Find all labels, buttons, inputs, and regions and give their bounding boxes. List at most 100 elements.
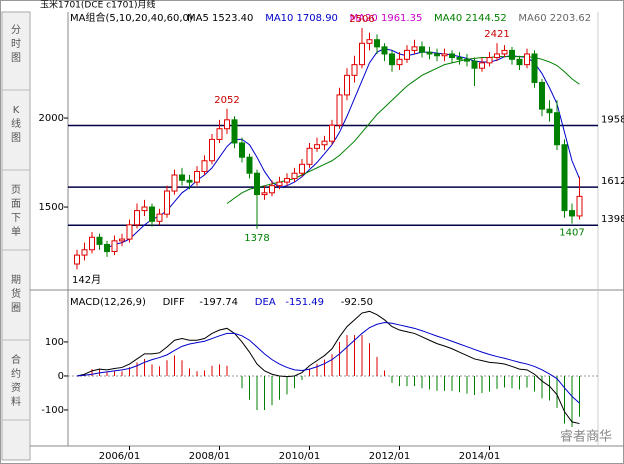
candle-body: [194, 170, 200, 183]
support-label: 1612: [601, 176, 624, 187]
candle-body: [351, 64, 358, 76]
y-tick-label: 1500: [39, 202, 64, 213]
candle-body: [359, 42, 365, 66]
ma-line: [106, 48, 580, 249]
header: 玉米1701(DCE c1701)月线: [40, 0, 156, 11]
candle-body: [464, 58, 470, 62]
x-tick-label: 2008/01: [189, 451, 231, 462]
candle-body: [389, 53, 395, 66]
candle-body: [576, 195, 583, 217]
candle-body: [404, 49, 410, 60]
macd-legend: -92.50: [341, 297, 373, 308]
extreme-label: 1378: [244, 233, 269, 244]
candle-body: [171, 174, 178, 192]
candle-body: [119, 238, 125, 242]
start-label: 142月: [72, 274, 101, 286]
tab[interactable]: 期货圈: [11, 274, 21, 314]
macd-legend: DIFF: [163, 297, 185, 308]
candle-body: [216, 128, 223, 140]
candle-body: [141, 206, 148, 212]
y2-tick-label: 100: [45, 337, 64, 348]
candle-body: [126, 224, 133, 240]
candle-body: [224, 119, 230, 130]
extreme-label: 2506: [349, 14, 374, 25]
candle-body: [306, 147, 313, 165]
macd-legend: -197.74: [199, 297, 238, 308]
candle-body: [494, 53, 500, 59]
y2-tick-label: -100: [41, 405, 64, 416]
candle-body: [209, 138, 215, 162]
candle-body: [231, 119, 238, 144]
candle-body: [134, 210, 140, 226]
candle-body: [89, 236, 95, 251]
tab[interactable]: 合约资料: [11, 353, 21, 408]
watermark: 睿者商华: [560, 430, 612, 445]
candle-body: [104, 243, 110, 253]
candle-body: [344, 74, 350, 96]
candle-body: [486, 57, 493, 64]
candle-body: [291, 172, 298, 180]
candle-body: [336, 94, 343, 126]
tab-bar: [1, 11, 31, 461]
support-label: 1398: [601, 214, 624, 225]
diff-line: [76, 310, 580, 425]
candle-body: [329, 124, 335, 142]
tab[interactable]: K 线图: [11, 105, 21, 144]
ma-legend: MA40 2144.52: [434, 13, 507, 24]
candle-body: [239, 142, 245, 158]
candle-body: [531, 53, 538, 83]
candle-body: [539, 81, 545, 110]
support-label: 1958: [601, 115, 624, 126]
candle-body: [269, 185, 275, 194]
ma-legend: MA60 2203.62: [518, 13, 591, 24]
candle-body: [284, 178, 290, 183]
ma-legend: MA10 1708.90: [265, 13, 338, 24]
candle-body: [509, 49, 515, 60]
macd-legend: -151.49: [285, 297, 324, 308]
candle-body: [501, 49, 508, 55]
tab[interactable]: 分时图: [11, 24, 21, 64]
ma-legend: MA20 1961.35: [350, 13, 423, 24]
candle-body: [81, 249, 88, 256]
candle-body: [276, 181, 283, 187]
candle-body: [479, 62, 485, 69]
candle-body: [246, 156, 253, 174]
candle-body: [374, 39, 380, 48]
candle-body: [299, 163, 305, 174]
candle-body: [449, 53, 455, 59]
candle-body: [524, 53, 530, 66]
candle-body: [471, 60, 478, 69]
tab[interactable]: 页面下单: [11, 184, 21, 238]
dea-line: [76, 322, 580, 404]
x-tick-label: 2012/01: [369, 451, 411, 462]
candle-body: [554, 112, 560, 146]
extreme-label: 2421: [484, 29, 509, 40]
candle-body: [314, 144, 320, 149]
candle-body: [321, 140, 328, 146]
candle-body: [441, 53, 448, 57]
candle-body: [426, 51, 433, 55]
x-tick-label: 2010/01: [279, 451, 321, 462]
candle-body: [254, 172, 260, 196]
extreme-label: 1407: [559, 228, 584, 239]
candle-body: [179, 174, 185, 181]
x-tick-label: 2014/01: [459, 451, 501, 462]
candle-body: [546, 108, 553, 114]
candle-body: [156, 213, 163, 222]
candle-body: [411, 46, 418, 51]
candle-body: [516, 58, 523, 66]
candle-body: [456, 57, 463, 60]
candle-body: [149, 206, 155, 222]
candle-body: [419, 46, 425, 53]
candle-body: [111, 240, 118, 253]
candle-body: [186, 179, 193, 183]
y2-tick-label: 0: [58, 371, 64, 382]
candle-body: [396, 58, 403, 66]
candle-body: [366, 39, 373, 44]
ma-legend: MA5 1523.40: [187, 13, 253, 24]
candle-body: [434, 53, 440, 57]
candle-body: [96, 236, 103, 245]
candle-body: [561, 144, 568, 212]
